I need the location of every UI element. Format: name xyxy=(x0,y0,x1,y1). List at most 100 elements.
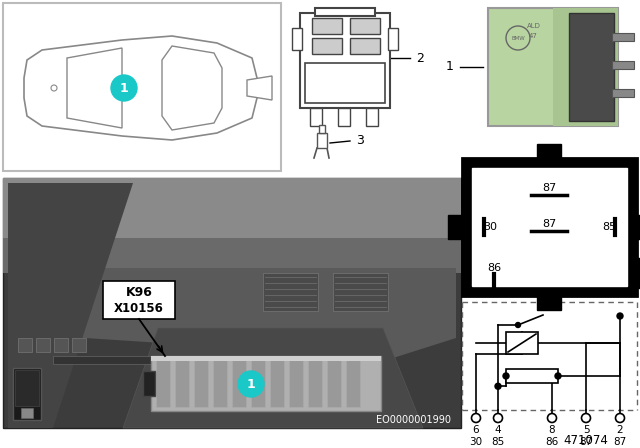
Circle shape xyxy=(111,75,137,101)
Bar xyxy=(350,18,380,34)
Polygon shape xyxy=(8,268,456,358)
Bar xyxy=(232,360,246,407)
Polygon shape xyxy=(67,48,122,128)
Bar xyxy=(388,28,398,50)
Text: 87: 87 xyxy=(542,183,556,193)
Bar xyxy=(289,360,303,407)
Bar xyxy=(36,338,50,352)
Bar xyxy=(635,215,640,239)
Text: 87: 87 xyxy=(542,219,556,229)
Circle shape xyxy=(238,371,264,397)
Bar xyxy=(3,3,281,171)
Bar xyxy=(312,38,342,54)
Text: 86: 86 xyxy=(545,437,559,447)
Text: 8: 8 xyxy=(548,425,556,435)
Bar xyxy=(537,294,561,310)
Bar xyxy=(3,178,461,428)
Text: 5: 5 xyxy=(582,425,589,435)
Bar xyxy=(568,13,614,121)
Bar xyxy=(151,356,381,361)
Bar xyxy=(54,338,68,352)
Text: 85: 85 xyxy=(602,222,616,232)
Bar xyxy=(292,28,302,50)
Bar xyxy=(488,8,618,126)
Bar xyxy=(635,258,640,288)
Bar xyxy=(103,281,175,319)
Text: 471074: 471074 xyxy=(563,434,608,447)
Bar xyxy=(612,61,634,69)
Text: 87: 87 xyxy=(613,437,627,447)
Bar xyxy=(366,108,378,126)
Bar xyxy=(327,360,341,407)
Bar xyxy=(3,178,461,258)
Text: ALD: ALD xyxy=(527,23,540,29)
Bar xyxy=(263,273,318,311)
Bar xyxy=(151,356,381,411)
Polygon shape xyxy=(24,36,257,140)
Text: 86: 86 xyxy=(487,263,501,273)
Circle shape xyxy=(51,85,57,91)
Bar xyxy=(317,133,327,148)
Bar xyxy=(72,338,86,352)
Bar xyxy=(312,18,342,34)
Circle shape xyxy=(503,373,509,379)
Bar xyxy=(15,370,39,406)
Bar xyxy=(300,13,390,108)
Circle shape xyxy=(582,414,591,422)
Polygon shape xyxy=(247,76,272,100)
Bar xyxy=(537,144,561,160)
Text: 87: 87 xyxy=(579,437,593,447)
Polygon shape xyxy=(8,183,133,428)
Bar xyxy=(506,369,558,383)
Bar xyxy=(472,168,627,286)
Polygon shape xyxy=(162,46,222,130)
Bar xyxy=(346,360,360,407)
Bar xyxy=(448,215,464,239)
Bar xyxy=(462,302,637,410)
Circle shape xyxy=(547,414,557,422)
Bar xyxy=(175,360,189,407)
Text: 1: 1 xyxy=(446,60,454,73)
Circle shape xyxy=(472,414,481,422)
Text: BMW: BMW xyxy=(511,35,525,40)
Polygon shape xyxy=(123,328,423,428)
Bar xyxy=(310,108,322,126)
Bar xyxy=(612,89,634,97)
Bar xyxy=(308,360,322,407)
Text: 3: 3 xyxy=(356,134,364,147)
Bar xyxy=(53,356,158,364)
Text: 6: 6 xyxy=(473,425,479,435)
Bar xyxy=(21,408,33,418)
Bar xyxy=(251,360,265,407)
Bar xyxy=(270,360,284,407)
Text: 2: 2 xyxy=(617,425,623,435)
Text: X10156: X10156 xyxy=(114,302,164,314)
Bar xyxy=(462,158,637,296)
Bar xyxy=(3,238,461,273)
Text: 1: 1 xyxy=(120,82,129,95)
Bar xyxy=(350,38,380,54)
Bar xyxy=(194,360,208,407)
Text: 2: 2 xyxy=(416,52,424,65)
Circle shape xyxy=(493,414,502,422)
Text: K96: K96 xyxy=(125,287,152,300)
Bar xyxy=(612,33,634,41)
Bar xyxy=(143,371,155,396)
Text: 47: 47 xyxy=(529,33,538,39)
Text: 30: 30 xyxy=(483,222,497,232)
Bar xyxy=(338,108,350,126)
Text: 1: 1 xyxy=(246,378,255,391)
Bar xyxy=(315,8,375,16)
Bar xyxy=(13,368,41,420)
Circle shape xyxy=(495,383,501,389)
Bar xyxy=(18,338,32,352)
Circle shape xyxy=(515,323,520,327)
Circle shape xyxy=(616,414,625,422)
Bar xyxy=(506,332,538,354)
Bar xyxy=(213,360,227,407)
Bar xyxy=(156,360,170,407)
Circle shape xyxy=(555,373,561,379)
Text: 4: 4 xyxy=(495,425,501,435)
Bar xyxy=(553,8,618,126)
Text: 30: 30 xyxy=(469,437,483,447)
